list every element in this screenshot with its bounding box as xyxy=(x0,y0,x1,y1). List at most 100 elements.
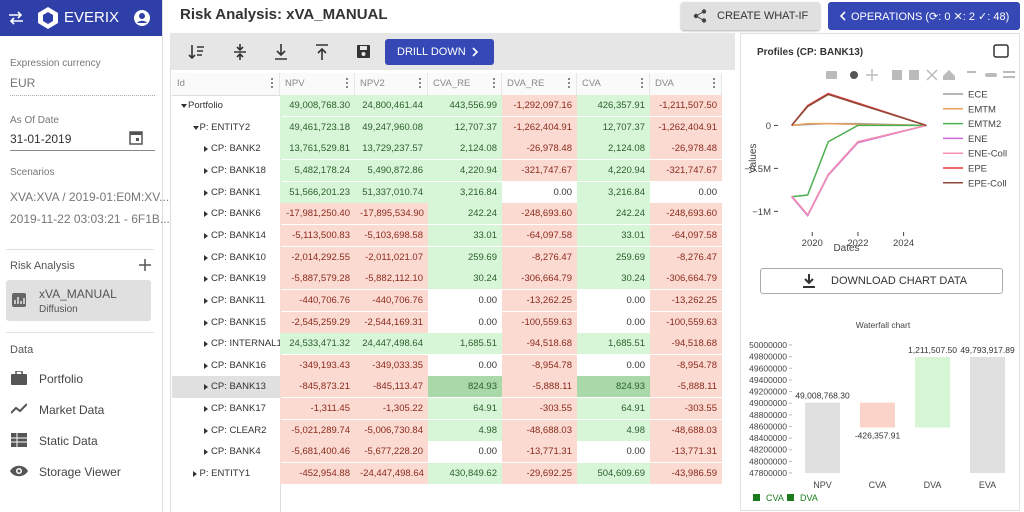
bar xyxy=(805,402,840,473)
column-menu[interactable] xyxy=(346,78,348,80)
y-tick-label: 48800000 xyxy=(749,410,787,420)
expander[interactable] xyxy=(204,341,208,348)
cell: -13,771.31 xyxy=(502,441,577,463)
cell: -306,664.79 xyxy=(650,268,722,290)
column-menu[interactable] xyxy=(568,78,570,80)
bottom-icon[interactable] xyxy=(275,44,287,60)
scenario[interactable]: XVA:XVA / 2019-01:E0M:XV... xyxy=(10,190,170,204)
legend-label: EPE xyxy=(968,164,987,175)
field-value[interactable]: 31-01-2019 xyxy=(10,132,72,146)
column-header[interactable]: CVA xyxy=(577,73,650,95)
row-id[interactable]: CP: BANK17 xyxy=(211,403,266,415)
column-header[interactable]: DVA_RE xyxy=(502,73,577,95)
chart-title: Waterfall chart xyxy=(856,320,911,330)
expander[interactable] xyxy=(204,232,208,239)
sidebar xyxy=(0,0,163,512)
row-id[interactable]: CP: CLEAR2 xyxy=(211,424,267,436)
nav-item[interactable]: Storage Viewer xyxy=(39,465,121,479)
row-id[interactable]: CP: BANK1 xyxy=(211,186,261,198)
cell: -8,954.78 xyxy=(502,354,577,376)
selected-item[interactable] xyxy=(6,280,151,321)
row-id[interactable]: CP: BANK14 xyxy=(211,229,266,241)
column-menu[interactable] xyxy=(493,78,495,80)
nav-item[interactable]: Market Data xyxy=(39,403,105,417)
row-id[interactable]: CP: BANK4 xyxy=(211,446,261,458)
row-id[interactable]: CP: BANK6 xyxy=(211,208,261,220)
row-id[interactable]: CP: INTERNAL1 xyxy=(211,338,282,350)
nav-item[interactable]: Portfolio xyxy=(39,372,84,386)
expander[interactable] xyxy=(204,211,208,218)
column-header[interactable]: Id xyxy=(172,73,280,95)
scenario[interactable]: 2019-11-22 03:03:21 - 6F1B... xyxy=(10,212,170,226)
create-what-if[interactable]: CREATE WHAT-IF xyxy=(681,2,820,30)
column-header[interactable]: NPV xyxy=(280,73,355,95)
cell: 12,707.37 xyxy=(577,116,650,138)
expander[interactable] xyxy=(192,125,199,130)
row-id[interactable]: CP: BANK13 xyxy=(211,381,266,393)
cell: 0.00 xyxy=(577,354,650,376)
expander[interactable] xyxy=(204,146,208,153)
row-id[interactable]: Portfolio xyxy=(188,100,223,111)
cell: -2,011,021.07 xyxy=(355,246,428,268)
row-id[interactable]: CP: BANK19 xyxy=(211,273,266,285)
row-id[interactable]: CP: BANK18 xyxy=(211,164,266,176)
column-header[interactable]: NPV2 xyxy=(355,73,428,95)
expander[interactable] xyxy=(204,384,208,391)
calendar-icon[interactable] xyxy=(129,129,143,145)
expander[interactable] xyxy=(192,471,197,478)
brand-bar: EVERIX xyxy=(0,0,162,36)
column-menu[interactable] xyxy=(419,78,421,80)
add-icon[interactable] xyxy=(139,259,151,271)
column-header[interactable]: DVA xyxy=(650,73,722,95)
y-axis-label: Values xyxy=(748,144,759,174)
column-header[interactable]: CVA_RE xyxy=(428,73,502,95)
swap-icon[interactable] xyxy=(8,11,24,25)
row-id[interactable]: CP: BANK2 xyxy=(211,143,261,155)
drill-down[interactable]: DRILL DOWN xyxy=(385,39,494,65)
x-tick-label: 2024 xyxy=(893,238,914,249)
collapse-icon[interactable] xyxy=(234,44,246,60)
expander[interactable] xyxy=(204,276,208,283)
expander[interactable] xyxy=(181,104,187,108)
row-id[interactable]: P: ENTITY2 xyxy=(199,121,251,133)
sort-icon[interactable] xyxy=(188,45,204,60)
cell: 24,800,461.44 xyxy=(355,95,428,116)
nav-item[interactable]: Static Data xyxy=(39,434,98,448)
column-menu[interactable] xyxy=(713,78,715,80)
cell: 443,556.99 xyxy=(428,95,502,116)
row-id[interactable]: CP: BANK11 xyxy=(211,294,266,306)
operations[interactable]: OPERATIONS (⟳: 0 ✕: 2 ✓: 48) xyxy=(828,2,1020,30)
y-tick-label: 49000000 xyxy=(749,398,787,408)
row-id[interactable]: P: ENTITY1 xyxy=(199,468,251,480)
expander[interactable] xyxy=(204,362,208,369)
expander[interactable] xyxy=(204,427,208,434)
market-icon xyxy=(11,403,27,414)
expander[interactable] xyxy=(204,449,208,456)
column-menu[interactable] xyxy=(271,78,273,80)
cell: 0.00 xyxy=(577,289,650,311)
expander[interactable] xyxy=(204,254,208,261)
download-button[interactable]: DOWNLOAD CHART DATA xyxy=(760,268,1003,294)
expander[interactable] xyxy=(204,319,208,326)
series-line xyxy=(791,92,927,127)
cell: -5,103,698.58 xyxy=(355,224,428,246)
expander[interactable] xyxy=(204,167,208,174)
row-id[interactable]: CP: BANK15 xyxy=(211,316,266,328)
row-id[interactable]: CP: BANK16 xyxy=(211,359,266,371)
cell: -440,706.76 xyxy=(280,289,355,311)
x-tick-label: DVA xyxy=(924,480,942,490)
chevron xyxy=(472,47,479,57)
cell: -5,887,579.28 xyxy=(280,268,355,290)
field-label: Expression currency xyxy=(10,58,101,69)
cell: 64.91 xyxy=(428,398,502,420)
account-icon[interactable] xyxy=(133,9,151,27)
field-value[interactable]: EUR xyxy=(10,76,36,90)
save-icon[interactable] xyxy=(357,45,370,58)
expander[interactable] xyxy=(204,189,208,196)
column-menu[interactable] xyxy=(641,78,643,80)
expander[interactable] xyxy=(204,406,208,413)
cell: 30.24 xyxy=(428,268,502,290)
row-id[interactable]: CP: BANK10 xyxy=(211,251,266,263)
expander[interactable] xyxy=(204,297,208,304)
top-icon[interactable] xyxy=(316,44,328,60)
